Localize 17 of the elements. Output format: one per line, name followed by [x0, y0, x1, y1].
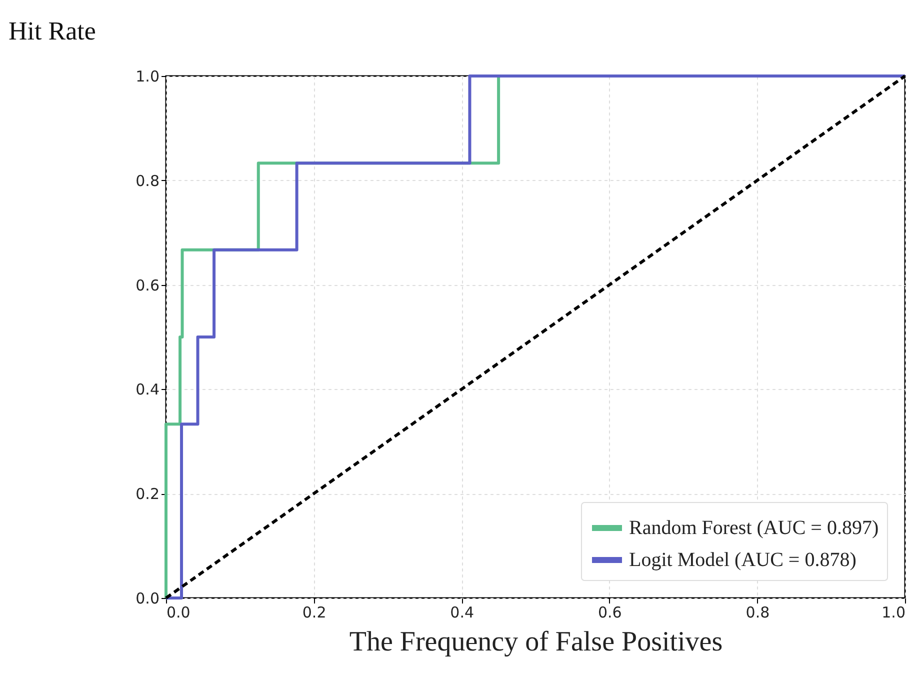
x-tick-label: 0.0	[166, 604, 190, 622]
line-series	[164, 74, 906, 600]
y-tick-label: 0.8	[136, 172, 160, 190]
y-tick-label: 0.2	[136, 485, 160, 504]
x-tick-label: 0.8	[746, 604, 770, 622]
y-tick-label: 0.0	[136, 590, 160, 608]
x-tick-label: 0.4	[450, 604, 474, 622]
y-tick-label: 1.0	[136, 68, 160, 86]
x-tick-label: 0.2	[302, 604, 326, 622]
y-tick-label: 0.6	[136, 276, 160, 294]
x-tick-label: 0.6	[598, 604, 622, 622]
legend-label: Random Forest (AUC = 0.897)	[629, 517, 879, 539]
x-axis-title: The Frequency of False Positives	[349, 626, 723, 658]
y-axis-title: Hit Rate	[8, 16, 96, 46]
y-tick-label: 0.4	[136, 380, 160, 399]
x-tick-label: 1.0	[882, 604, 906, 622]
legend-label: Logit Model (AUC = 0.878)	[629, 549, 856, 571]
